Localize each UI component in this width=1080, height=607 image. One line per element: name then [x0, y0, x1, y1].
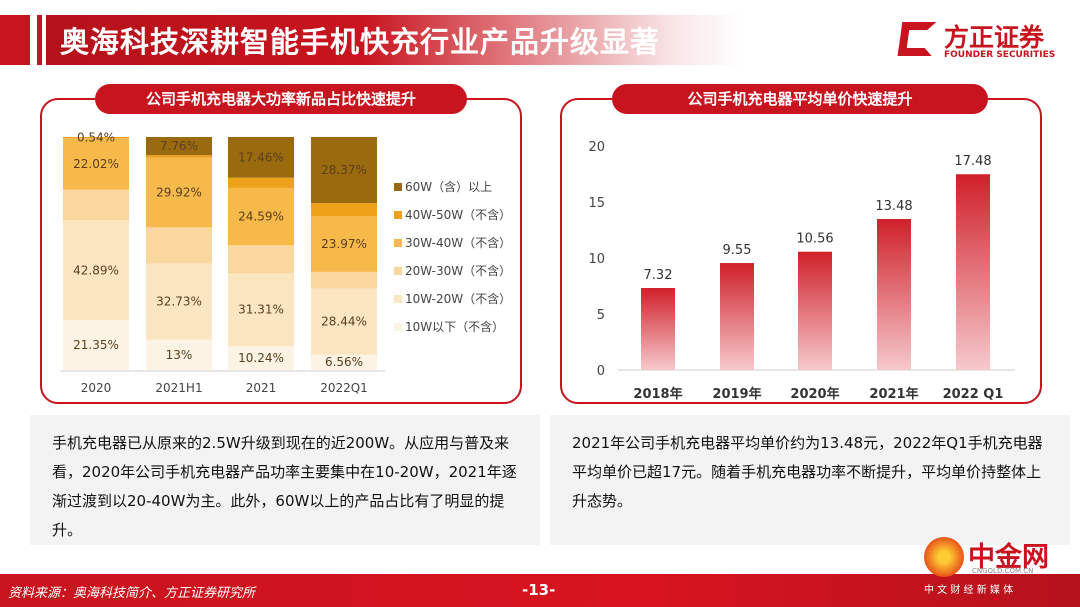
y-tick-label: 0	[597, 364, 605, 379]
data-label: 10.56	[796, 232, 833, 247]
data-label: 28.44%	[321, 315, 367, 329]
legend-swatch	[394, 267, 402, 275]
data-label: 6.56%	[325, 355, 363, 369]
bar-segment	[146, 339, 212, 370]
data-label: 31.31%	[238, 303, 284, 317]
data-label: 13%	[166, 348, 193, 362]
data-label: 29.92%	[156, 185, 202, 199]
bar-segment	[311, 137, 377, 204]
legend-swatch	[394, 183, 402, 191]
data-label: 13.48	[875, 199, 912, 214]
left-chart-title: 公司手机充电器大功率新品占比快速提升	[95, 84, 467, 114]
legend-label: 20W-30W（不含）	[405, 263, 511, 278]
x-tick-label: 2021H1	[155, 381, 202, 395]
y-tick-label: 20	[588, 140, 605, 155]
legend-swatch	[394, 239, 402, 247]
data-label: 22.02%	[73, 157, 119, 171]
page-title: 奥海科技深耕智能手机快充行业产品升级显著	[60, 25, 661, 59]
x-tick-label: 2022Q1	[320, 381, 368, 395]
legend-swatch	[394, 295, 402, 303]
watermark-tag: 中 文 财 经 新 媒 体	[924, 585, 1014, 596]
bar-segment	[311, 354, 377, 370]
legend-label: 60W（含）以上	[405, 179, 492, 194]
bar-segment	[146, 155, 212, 158]
x-tick-label: 2018年	[633, 386, 682, 402]
founder-logo: 方正证券 FOUNDER SECURITIES	[897, 18, 1065, 64]
footer: 资料来源：奥海科技简介、方正证券研究所 -13-	[0, 574, 1080, 607]
logo-cn: 方正证券	[944, 23, 1045, 52]
data-label: 7.76%	[160, 139, 198, 153]
bar-segment	[146, 227, 212, 264]
bar-segment	[63, 220, 129, 321]
header-accent	[0, 15, 30, 65]
bar-segment	[228, 187, 294, 246]
data-label: 0.54%	[77, 131, 115, 145]
y-tick-label: 15	[588, 196, 605, 211]
logo-mark-icon	[897, 22, 937, 56]
legend-label: 10W-20W（不含）	[405, 291, 511, 306]
bar-segment	[311, 288, 377, 355]
data-label: 17.46%	[238, 150, 284, 164]
bar-segment	[311, 203, 377, 217]
bar-segment	[146, 137, 212, 156]
bar-segment	[228, 346, 294, 370]
data-label: 17.48	[954, 154, 991, 169]
data-label: 21.35%	[73, 338, 119, 352]
watermark-cn: 中金网	[968, 542, 1049, 573]
data-label: 10.24%	[238, 351, 284, 365]
cngold-watermark: 中金网 CNGOLD.COM.CN 中 文 财 经 新 媒 体	[922, 535, 1072, 605]
right-chart-title: 公司手机充电器平均单价快速提升	[612, 84, 988, 114]
logo-en: FOUNDER SECURITIES	[944, 50, 1056, 60]
cngold-logo-icon	[924, 537, 964, 577]
legend-swatch	[394, 323, 402, 331]
bar-segment	[63, 189, 129, 221]
header-bar	[46, 15, 746, 65]
data-label: 9.55	[723, 243, 752, 258]
x-tick-label: 2020年	[790, 386, 839, 402]
stacked-bar-chart: 21.35% 42.89% 22.02% 0.54% 2020 13% 32.73% 29.9…	[60, 131, 511, 395]
y-tick-label: 10	[588, 252, 605, 267]
x-tick-label: 2021年	[869, 386, 918, 402]
data-label: 32.73%	[156, 295, 202, 309]
watermark-url: CNGOLD.COM.CN	[972, 567, 1034, 575]
page-number: -13-	[522, 581, 556, 599]
x-tick-label: 2021	[246, 381, 277, 395]
bar-segment	[228, 137, 294, 178]
left-note: 手机充电器已从原来的2.5W升级到现在的近200W。从应用与普及来看，2020年…	[30, 415, 540, 545]
bar-segment	[228, 273, 294, 347]
right-note: 2021年公司手机充电器平均单价约为13.48元，2022年Q1手机充电器平均单…	[550, 415, 1070, 545]
data-label: 42.89%	[73, 263, 119, 277]
bar-segment	[228, 245, 294, 274]
legend-swatch	[394, 211, 402, 219]
header-accent-thin	[37, 15, 42, 65]
y-tick-label: 5	[597, 308, 605, 323]
legend-label: 40W-50W（不含）	[405, 207, 511, 222]
bar-segment	[146, 157, 212, 228]
price-bar	[798, 251, 832, 370]
data-label: 7.32	[644, 268, 673, 283]
price-bar	[877, 219, 911, 370]
bar-segment	[311, 216, 377, 272]
x-tick-label: 2020	[81, 381, 112, 395]
bar-segment	[311, 271, 377, 289]
bar-segment	[228, 177, 294, 188]
data-label: 23.97%	[321, 237, 367, 251]
bar-segment	[63, 320, 129, 370]
legend-label: 30W-40W（不含）	[405, 235, 511, 250]
source-note: 资料来源：奥海科技简介、方正证券研究所	[8, 586, 256, 601]
data-label: 28.37%	[321, 163, 367, 177]
legend-label: 10W以下（不含）	[405, 319, 504, 334]
price-bar	[641, 288, 675, 370]
bar-segment	[146, 263, 212, 340]
bar-segment	[63, 138, 129, 190]
bar-segment	[63, 137, 129, 139]
price-bar	[956, 174, 990, 370]
price-bar-chart: 0 5 10 15 20 7.32 2018年 9.55 2019年 10.56 2020年 13.4…	[588, 140, 1015, 402]
price-bar	[720, 263, 754, 370]
x-tick-label: 2019年	[712, 386, 761, 402]
x-tick-label: 2022 Q1	[943, 387, 1004, 402]
data-label: 24.59%	[238, 210, 284, 224]
